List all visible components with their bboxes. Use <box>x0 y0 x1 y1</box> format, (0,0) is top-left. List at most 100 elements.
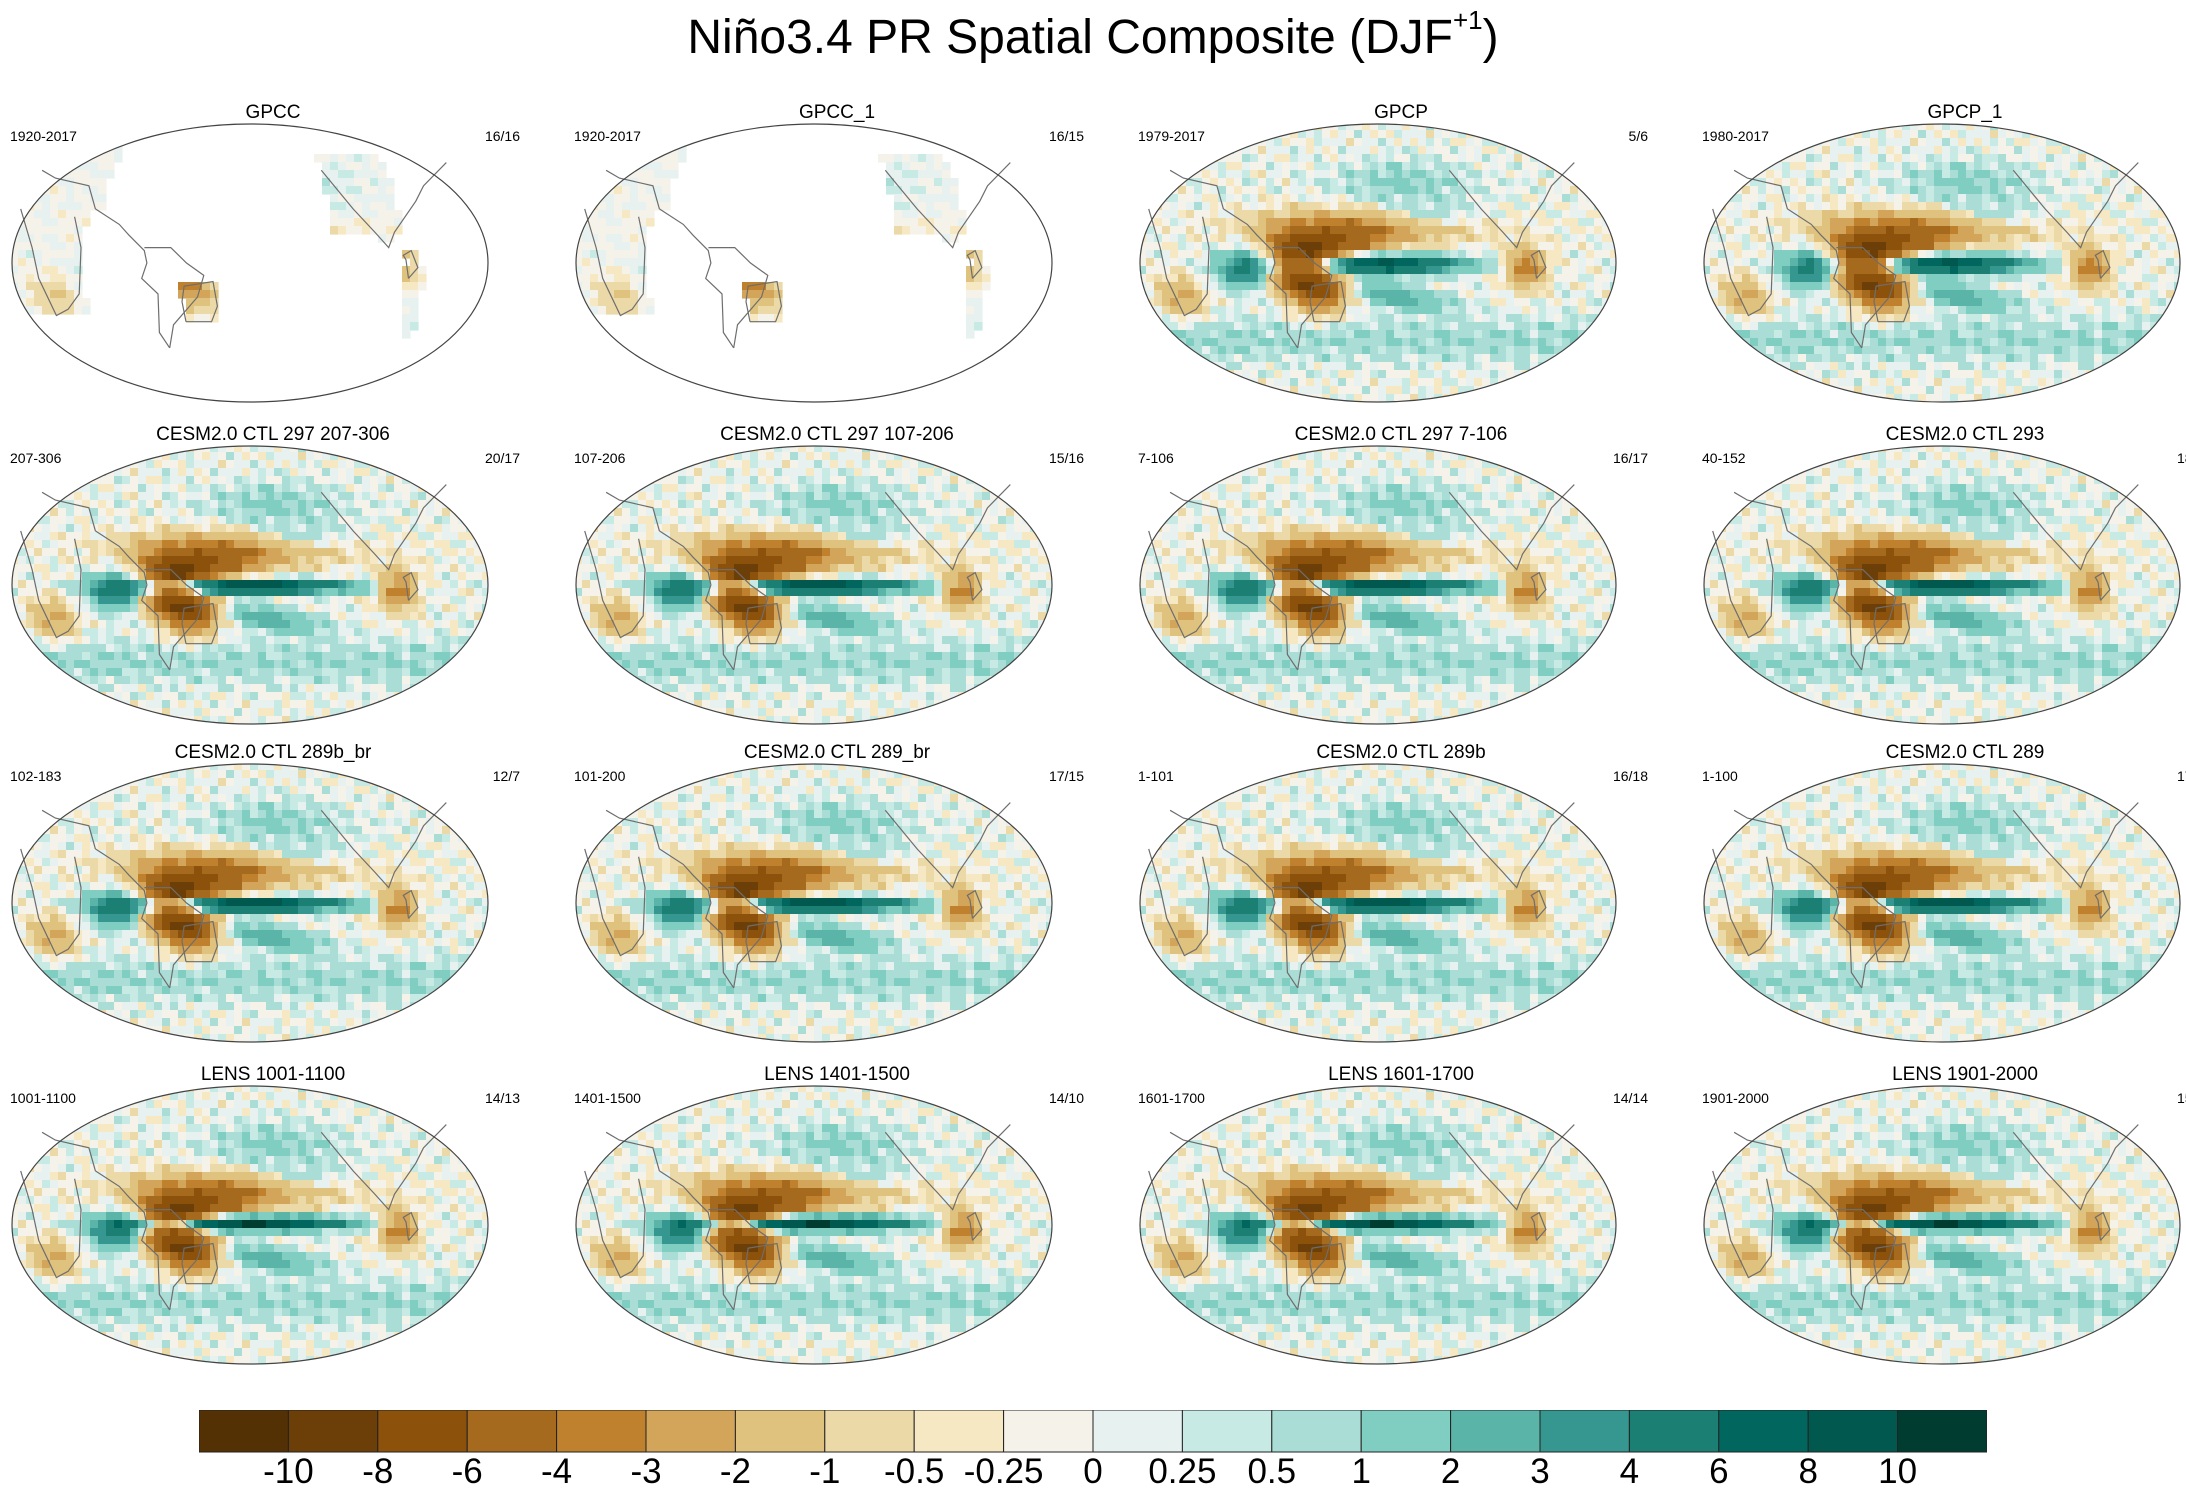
panel-map <box>1139 763 1617 1043</box>
panel-title: GPCP <box>1128 102 1674 124</box>
panel-years: 1980-2017 <box>1702 128 1769 144</box>
panel-years: 1901-2000 <box>1702 1090 1769 1106</box>
panel-title: CESM2.0 CTL 289_br <box>564 742 1110 764</box>
panel-title: CESM2.0 CTL 289b <box>1128 742 1674 764</box>
panel-map <box>575 445 1053 725</box>
panel-map <box>1703 445 2181 725</box>
map-panel: LENS 1401-1500 1401-1500 14/10 <box>564 1064 1110 1390</box>
map-panel: LENS 1001-1100 1001-1100 14/13 <box>0 1064 546 1390</box>
colorbar-swatch <box>1003 1410 1094 1453</box>
panel-years: 1979-2017 <box>1138 128 1205 144</box>
panel-counts: 14/13 <box>485 1090 520 1106</box>
colorbar-label: 0.25 <box>1148 1452 1216 1492</box>
colorbar-swatch <box>645 1410 736 1453</box>
panel-years: 1601-1700 <box>1138 1090 1205 1106</box>
panel-years: 1-100 <box>1702 768 1738 784</box>
panel-title: CESM2.0 CTL 293 <box>1692 424 2186 446</box>
colorbar-label: -6 <box>452 1452 483 1492</box>
colorbar-swatch <box>1897 1410 1987 1453</box>
colorbar-label: 2 <box>1441 1452 1460 1492</box>
colorbar-swatch <box>1181 1410 1273 1453</box>
panel-title: CESM2.0 CTL 297 207-306 <box>0 424 546 446</box>
panel-map <box>1703 1085 2181 1365</box>
colorbar-label: -10 <box>263 1452 314 1492</box>
panel-counts: 17/15 <box>1049 768 1084 784</box>
panel-title: LENS 1901-2000 <box>1692 1064 2186 1086</box>
panel-counts: 20/17 <box>485 450 520 466</box>
panel-years: 40-152 <box>1702 450 1746 466</box>
panel-counts: 14/10 <box>1049 1090 1084 1106</box>
panel-title: LENS 1001-1100 <box>0 1064 546 1086</box>
colorbar-swatch <box>466 1410 558 1453</box>
panel-counts: 16/16 <box>485 128 520 144</box>
panel-title: CESM2.0 CTL 297 7-106 <box>1128 424 1674 446</box>
colorbar-label: -0.25 <box>964 1452 1044 1492</box>
map-panel: CESM2.0 CTL 289_br 101-200 17/15 <box>564 742 1110 1068</box>
panel-map <box>575 763 1053 1043</box>
panel-counts: 14/14 <box>1613 1090 1648 1106</box>
panel-counts: 12/7 <box>493 768 520 784</box>
colorbar-label: -3 <box>630 1452 661 1492</box>
panel-map <box>1139 1085 1617 1365</box>
chart-title: Niño3.4 PR Spatial Composite (DJF+1) <box>0 6 2186 70</box>
colorbar-label: -0.5 <box>884 1452 944 1492</box>
colorbar-swatch <box>556 1410 647 1453</box>
colorbar-label: 3 <box>1530 1452 1549 1492</box>
map-panel: LENS 1601-1700 1601-1700 14/14 <box>1128 1064 1674 1390</box>
colorbar-label: -2 <box>720 1452 751 1492</box>
colorbar-swatch <box>734 1410 826 1453</box>
colorbar-swatch <box>377 1410 468 1453</box>
panel-counts: 16/18 <box>1613 768 1648 784</box>
colorbar-label: 6 <box>1709 1452 1728 1492</box>
map-panel: CESM2.0 CTL 289b_br 102-183 12/7 <box>0 742 546 1068</box>
colorbar-swatch <box>1628 1410 1720 1453</box>
panel-map <box>1139 445 1617 725</box>
panel-counts: 5/6 <box>1629 128 1648 144</box>
colorbar-swatch <box>824 1410 915 1453</box>
colorbar-swatch <box>913 1410 1005 1453</box>
panel-counts: 16/17 <box>1613 450 1648 466</box>
colorbar-label: 4 <box>1620 1452 1639 1492</box>
map-panel: CESM2.0 CTL 289b 1-101 16/18 <box>1128 742 1674 1068</box>
panel-years: 207-306 <box>10 450 61 466</box>
panel-years: 7-106 <box>1138 450 1174 466</box>
colorbar-swatch <box>287 1410 379 1453</box>
panel-map <box>575 123 1053 403</box>
colorbar-label: -1 <box>809 1452 840 1492</box>
map-panel: GPCP 1979-2017 5/6 <box>1128 102 1674 428</box>
panel-map <box>1703 123 2181 403</box>
panel-counts: 15/16 <box>1049 450 1084 466</box>
colorbar-label: -8 <box>362 1452 393 1492</box>
colorbar-swatch <box>1807 1410 1899 1453</box>
colorbar-swatch <box>1271 1410 1362 1453</box>
panel-map <box>1703 763 2181 1043</box>
panel-counts: 16/15 <box>1049 128 1084 144</box>
map-panel: CESM2.0 CTL 293 40-152 18/12 <box>1692 424 2186 750</box>
panel-map <box>1139 123 1617 403</box>
panel-years: 1-101 <box>1138 768 1174 784</box>
panel-title: GPCC_1 <box>564 102 1110 124</box>
colorbar-labels: -10 -8 -6 -4 -3 -2 -1 -0.5 -0.25 0 0.25 0.5 1 2 3 4 6 8 10 <box>0 1452 2186 1496</box>
colorbar-label: 0.5 <box>1247 1452 1296 1492</box>
panel-years: 1920-2017 <box>574 128 641 144</box>
map-panel: CESM2.0 CTL 289 1-100 17/17 <box>1692 742 2186 1068</box>
panel-counts: 15/13 <box>2177 1090 2186 1106</box>
map-panel: GPCC 1920-2017 16/16 <box>0 102 546 428</box>
colorbar-label: -4 <box>541 1452 572 1492</box>
panel-counts: 18/12 <box>2177 450 2186 466</box>
colorbar-label: 0 <box>1083 1452 1102 1492</box>
map-panel: CESM2.0 CTL 297 107-206 107-206 15/16 <box>564 424 1110 750</box>
colorbar-swatch <box>1718 1410 1809 1453</box>
panel-title: CESM2.0 CTL 297 107-206 <box>564 424 1110 446</box>
colorbar-swatch <box>1360 1410 1452 1453</box>
colorbar-swatch <box>1092 1410 1183 1453</box>
panel-map <box>11 763 489 1043</box>
colorbar-swatch <box>1539 1410 1630 1453</box>
map-panel: CESM2.0 CTL 297 207-306 207-306 20/17 <box>0 424 546 750</box>
map-panel: GPCC_1 1920-2017 16/15 <box>564 102 1110 428</box>
panel-years: 107-206 <box>574 450 625 466</box>
panel-title: GPCP_1 <box>1692 102 2186 124</box>
panel-title: GPCC <box>0 102 546 124</box>
panel-map <box>11 123 489 403</box>
